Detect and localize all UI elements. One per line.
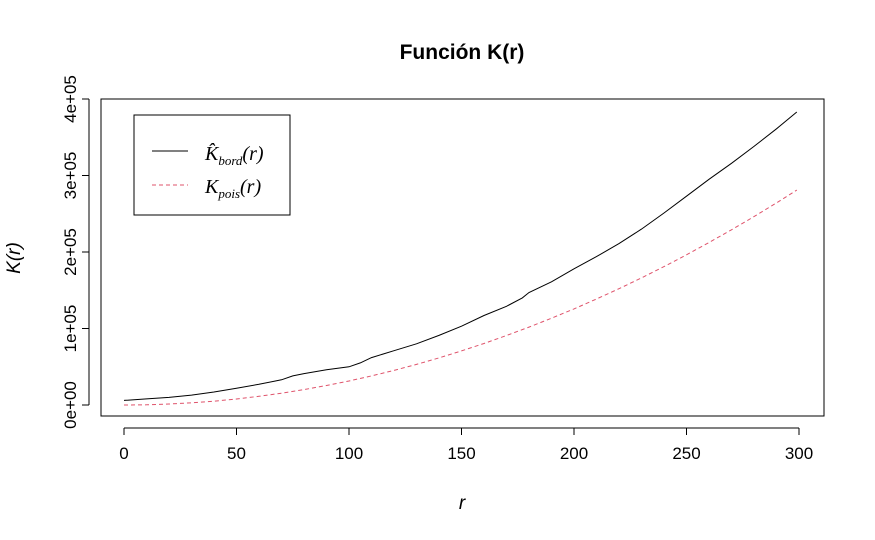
y-tick-label: 4e+05	[61, 75, 80, 123]
x-tick-label: 250	[672, 444, 700, 463]
x-axis-label: r	[459, 493, 466, 514]
legend-box	[133, 114, 291, 216]
x-tick-label: 0	[119, 444, 128, 463]
plot-frame	[100, 98, 825, 417]
legend-kpois-sub: pois	[217, 186, 240, 201]
y-tick-label: 3e+05	[61, 152, 80, 200]
legend-kpois-tail: (r)	[240, 176, 261, 198]
x-tick-label: 100	[335, 444, 363, 463]
legend-kbord-tail: (r)	[242, 143, 263, 165]
series-layer	[123, 111, 798, 406]
y-tick-label: 2e+05	[61, 228, 80, 276]
legend-kpois-main: K	[204, 176, 220, 198]
x-tick-label: 50	[227, 444, 246, 463]
x-tick-label: 150	[447, 444, 475, 463]
y-tick-label: 0e+00	[61, 381, 80, 429]
x-tick-label: 200	[560, 444, 588, 463]
y-axis-label: K(r)	[4, 242, 25, 274]
legend-kbord-sub: bord	[218, 153, 243, 168]
legend-label-kbord: K̂bord(r)	[204, 142, 264, 168]
y-tick-label: 1e+05	[61, 305, 80, 353]
chart-title: Función K(r)	[400, 41, 525, 64]
x-tick-label: 300	[785, 444, 813, 463]
series-line-kpois	[123, 189, 798, 406]
legend-kbord-main: K̂	[204, 142, 220, 165]
legend-label-kpois: Kpois(r)	[204, 176, 261, 201]
x-axis: 0 50 100 150 200 250 300	[119, 427, 813, 463]
series-line-kbord	[123, 111, 798, 401]
y-axis: 0e+00 1e+05 2e+05 3e+05 4e+05	[61, 75, 90, 429]
legend: K̂bord(r) Kpois(r)	[133, 114, 291, 216]
